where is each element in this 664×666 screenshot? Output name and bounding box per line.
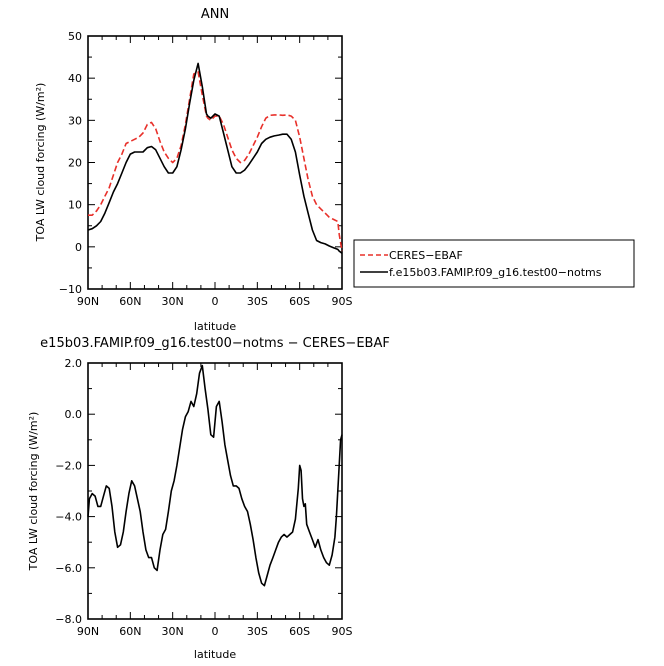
y-tick-label: 50 bbox=[68, 30, 82, 43]
x-tick-label: 30S bbox=[247, 295, 268, 308]
chart-bottom-frame bbox=[87, 362, 343, 620]
y-tick-label: 10 bbox=[68, 199, 82, 212]
x-tick-label: 60S bbox=[289, 625, 310, 638]
y-tick-label: −6.0 bbox=[55, 562, 82, 575]
legend-label-ceres: CERES−EBAF bbox=[389, 249, 463, 262]
y-tick-label: 20 bbox=[68, 157, 82, 170]
chart-top-ylabel: TOA LW cloud forcing (W/m²) bbox=[34, 83, 47, 243]
chart-top-frame bbox=[87, 35, 343, 290]
y-tick-label: 30 bbox=[68, 114, 82, 127]
x-tick-label: 0 bbox=[212, 295, 219, 308]
x-tick-label: 30N bbox=[162, 295, 184, 308]
x-tick-label: 90S bbox=[332, 295, 353, 308]
legend-box bbox=[353, 239, 635, 288]
chart-top-series bbox=[87, 62, 343, 254]
legend-label-model: f.e15b03.FAMIP.f09_g16.test00−notms bbox=[389, 266, 602, 279]
chart-bottom-title: e15b03.FAMIP.f09_g16.test00−notms − CERE… bbox=[40, 336, 390, 351]
chart-top-title: ANN bbox=[201, 7, 229, 22]
chart-top-xlabel: latitude bbox=[194, 320, 236, 333]
chart-top-ticks: 90N 60N 30N 0 30S 60S 90S −10 0 10 20 30 40 50 bbox=[59, 30, 353, 308]
x-tick-label: 90N bbox=[77, 295, 99, 308]
y-tick-label: 40 bbox=[68, 72, 82, 85]
y-tick-label: 0 bbox=[75, 241, 82, 254]
y-tick-label: −8.0 bbox=[55, 613, 82, 626]
y-tick-label: 2.0 bbox=[65, 357, 83, 370]
x-tick-label: 60N bbox=[119, 295, 141, 308]
chart-top-legend: CERES−EBAF f.e15b03.FAMIP.f09_g16.test00… bbox=[353, 239, 635, 288]
x-tick-label: 30S bbox=[247, 625, 268, 638]
x-tick-label: 90S bbox=[332, 625, 353, 638]
x-tick-label: 30N bbox=[162, 625, 184, 638]
chart-bottom-xlabel: latitude bbox=[194, 648, 236, 661]
chart-bottom-ylabel: TOA LW cloud forcing (W/m²) bbox=[27, 412, 40, 572]
series-line-bottom-0 bbox=[87, 364, 343, 587]
y-tick-label: 0.0 bbox=[65, 408, 83, 421]
x-tick-label: 0 bbox=[212, 625, 219, 638]
chart-bottom: e15b03.FAMIP.f09_g16.test00−notms − CERE… bbox=[27, 336, 390, 661]
x-tick-label: 60N bbox=[119, 625, 141, 638]
y-tick-label: −10 bbox=[59, 283, 82, 296]
chart-bottom-ticks: 90N 60N 30N 0 30S 60S 90S −8.0 −6.0 −4.0 −2.0 0.0 2.… bbox=[55, 357, 352, 638]
series-line-top-1 bbox=[87, 62, 343, 254]
y-tick-label: −4.0 bbox=[55, 511, 82, 524]
series-line-top-0 bbox=[88, 71, 343, 252]
chart-bottom-series bbox=[87, 364, 343, 587]
chart-top: ANN 90N 60N 30N 0 30S 60S 90S −10 0 10 20 30 40 50 TO… bbox=[34, 7, 635, 333]
x-tick-label: 60S bbox=[289, 295, 310, 308]
x-tick-label: 90N bbox=[77, 625, 99, 638]
y-tick-label: −2.0 bbox=[55, 459, 82, 472]
